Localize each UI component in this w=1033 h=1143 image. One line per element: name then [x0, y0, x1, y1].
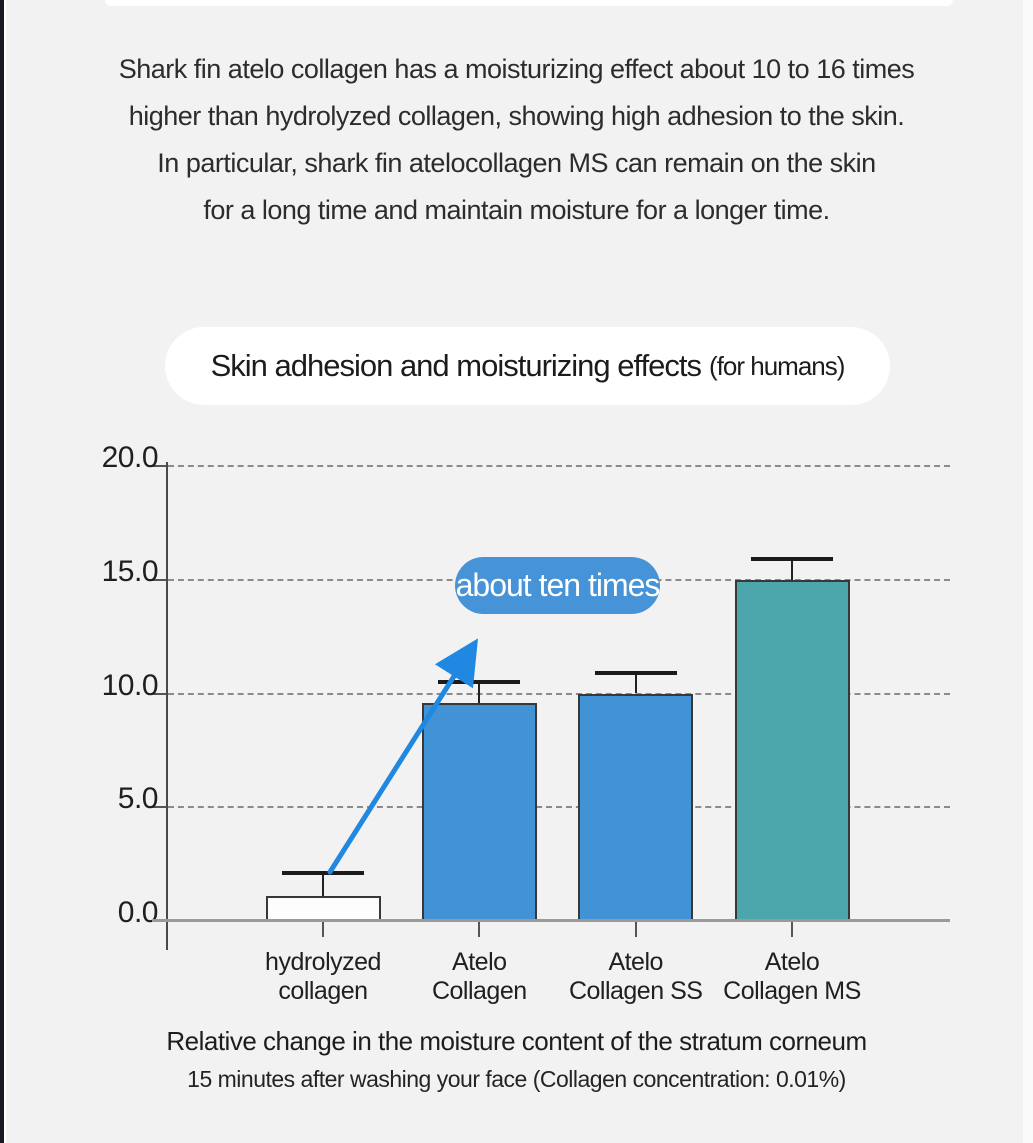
error-bar-stem	[322, 873, 324, 896]
x-axis-label-line: Atelo	[452, 948, 507, 976]
chart-title: Skin adhesion and moisturizing effects	[210, 348, 702, 383]
y-axis-tick	[152, 465, 168, 467]
x-axis-label-line: Atelo	[608, 948, 663, 976]
y-axis-label: 20.0	[101, 441, 159, 474]
intro-line-1: Shark fin atelo collagen has a moisturiz…	[118, 54, 915, 84]
y-axis-tick	[152, 692, 168, 695]
x-axis-label: Atelo Collagen SS	[526, 948, 746, 1006]
x-axis-tick	[478, 921, 481, 937]
error-bar-stem	[478, 682, 481, 703]
y-axis-label: 5.0	[117, 782, 159, 816]
x-axis-label-line: Collagen MS	[723, 977, 861, 1005]
x-axis-tick	[634, 921, 637, 937]
x-axis-label-line: Collagen	[431, 977, 527, 1005]
intro-paragraph: Shark fin atelo collagen has a moisturiz…	[10, 46, 1023, 234]
y-axis-line	[166, 462, 168, 950]
window-right-edge	[1023, 0, 1033, 1143]
annotation-label: about ten times	[455, 567, 661, 603]
grid-line	[168, 692, 950, 695]
error-bar-stem	[634, 673, 637, 694]
window-left-edge	[0, 0, 4, 1143]
y-axis-tick	[152, 806, 168, 809]
x-axis-label: Atelo Collagen	[369, 948, 589, 1006]
x-axis-label: Atelo Collagen MS	[682, 948, 902, 1006]
window-left-highlight	[4, 0, 6, 1143]
grid-line	[168, 806, 950, 809]
y-axis-tick	[152, 578, 168, 581]
chart-title-pill: Skin adhesion and moisturizing effects (…	[165, 327, 890, 405]
x-axis-label-line: collagen	[278, 977, 368, 1005]
intro-line-2: higher than hydrolyzed collagen, showing…	[128, 101, 905, 131]
bar-1	[265, 895, 381, 921]
x-axis-label-line: Collagen SS	[568, 977, 703, 1005]
y-axis-label: 0.0	[117, 896, 159, 929]
x-axis-label-line: hydrolyzed	[265, 948, 381, 976]
chart-caption-line1: Relative change in the moisture content …	[166, 1026, 867, 1056]
y-axis-label: 15.0	[101, 554, 159, 588]
bar-3	[578, 693, 694, 921]
error-bar-cap	[438, 680, 521, 685]
bar-2	[421, 702, 537, 921]
intro-line-3: In particular, shark fin atelocollagen M…	[157, 148, 876, 178]
x-axis-tick	[322, 921, 324, 937]
annotation-bubble: about ten times	[455, 557, 660, 614]
grid-line	[168, 465, 950, 467]
bar-4	[734, 579, 850, 921]
x-axis-label-line: Atelo	[764, 948, 820, 976]
chart-title-suffix: (for humans)	[709, 350, 845, 381]
error-bar-cap	[594, 671, 677, 676]
x-axis-tick	[791, 921, 793, 937]
error-bar-cap	[751, 557, 833, 562]
x-axis-label: hydrolyzed collagen	[213, 948, 433, 1006]
y-axis-label: 10.0	[101, 668, 159, 702]
card-bottom-notch	[105, 0, 953, 6]
x-axis-line	[152, 919, 950, 922]
intro-line-4: for a long time and maintain moisture fo…	[203, 195, 830, 225]
error-bar-stem	[791, 559, 793, 580]
error-bar-cap	[282, 871, 364, 876]
chart-caption-line2: 15 minutes after washing your face (Coll…	[187, 1066, 846, 1092]
